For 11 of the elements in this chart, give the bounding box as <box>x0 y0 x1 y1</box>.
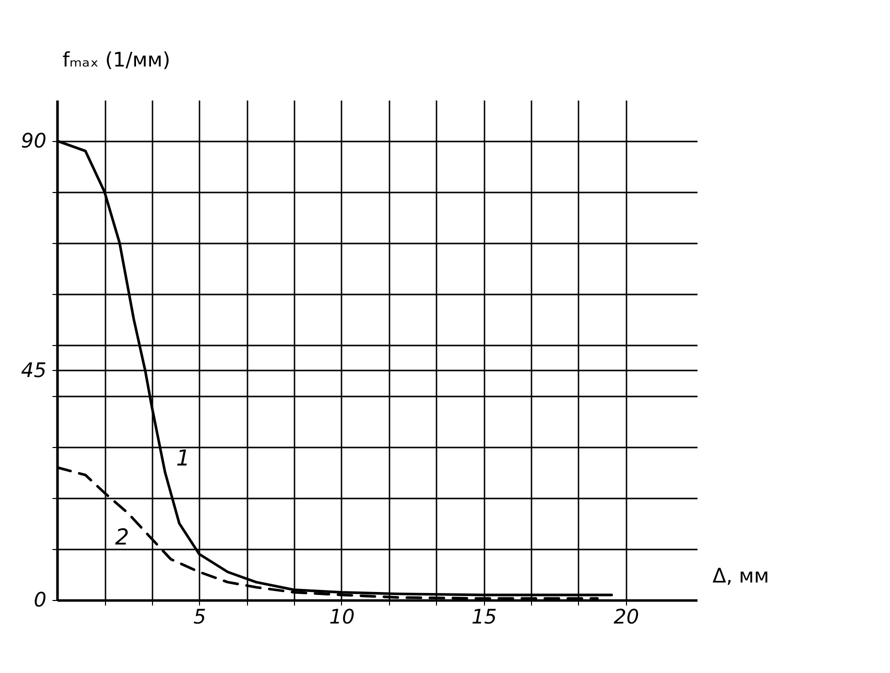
series-label: 1 <box>176 446 190 472</box>
x-axis-title: Δ, мм <box>712 564 770 588</box>
y-axis-title: fₘₐₓ (1/мм) <box>62 48 170 72</box>
x-tick-label: 10 <box>329 604 355 628</box>
y-tick-label: 90 <box>21 128 46 152</box>
x-tick-label: 5 <box>193 604 206 628</box>
y-tick-label: 45 <box>21 358 46 382</box>
y-tick-label: 0 <box>34 588 46 612</box>
x-tick-label: 15 <box>471 604 497 628</box>
x-tick-label: 20 <box>614 604 640 628</box>
series-label: 2 <box>115 525 130 550</box>
